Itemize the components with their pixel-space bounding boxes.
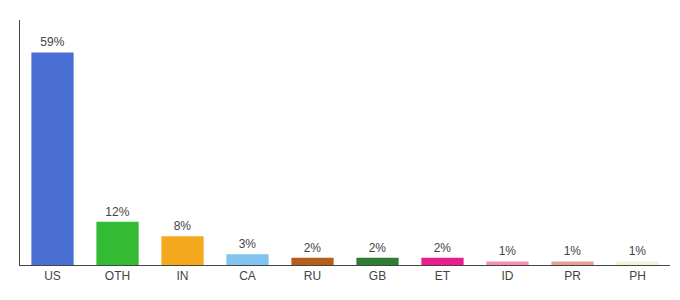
svg-text:PH: PH [629, 269, 646, 283]
svg-text:OTH: OTH [105, 269, 130, 283]
svg-text:RU: RU [304, 269, 321, 283]
svg-text:2%: 2% [304, 241, 322, 255]
svg-text:IN: IN [177, 269, 189, 283]
svg-text:3%: 3% [239, 237, 257, 251]
svg-text:PR: PR [564, 269, 581, 283]
svg-text:8%: 8% [174, 219, 192, 233]
svg-text:59%: 59% [40, 35, 64, 49]
svg-text:12%: 12% [105, 205, 129, 219]
svg-text:CA: CA [239, 269, 256, 283]
svg-text:US: US [44, 269, 61, 283]
svg-text:ID: ID [502, 269, 514, 283]
svg-text:1%: 1% [499, 244, 517, 258]
svg-text:1%: 1% [629, 244, 647, 258]
svg-text:2%: 2% [434, 241, 452, 255]
svg-text:2%: 2% [369, 241, 387, 255]
svg-text:ET: ET [435, 269, 451, 283]
svg-text:GB: GB [369, 269, 386, 283]
svg-text:1%: 1% [564, 244, 582, 258]
